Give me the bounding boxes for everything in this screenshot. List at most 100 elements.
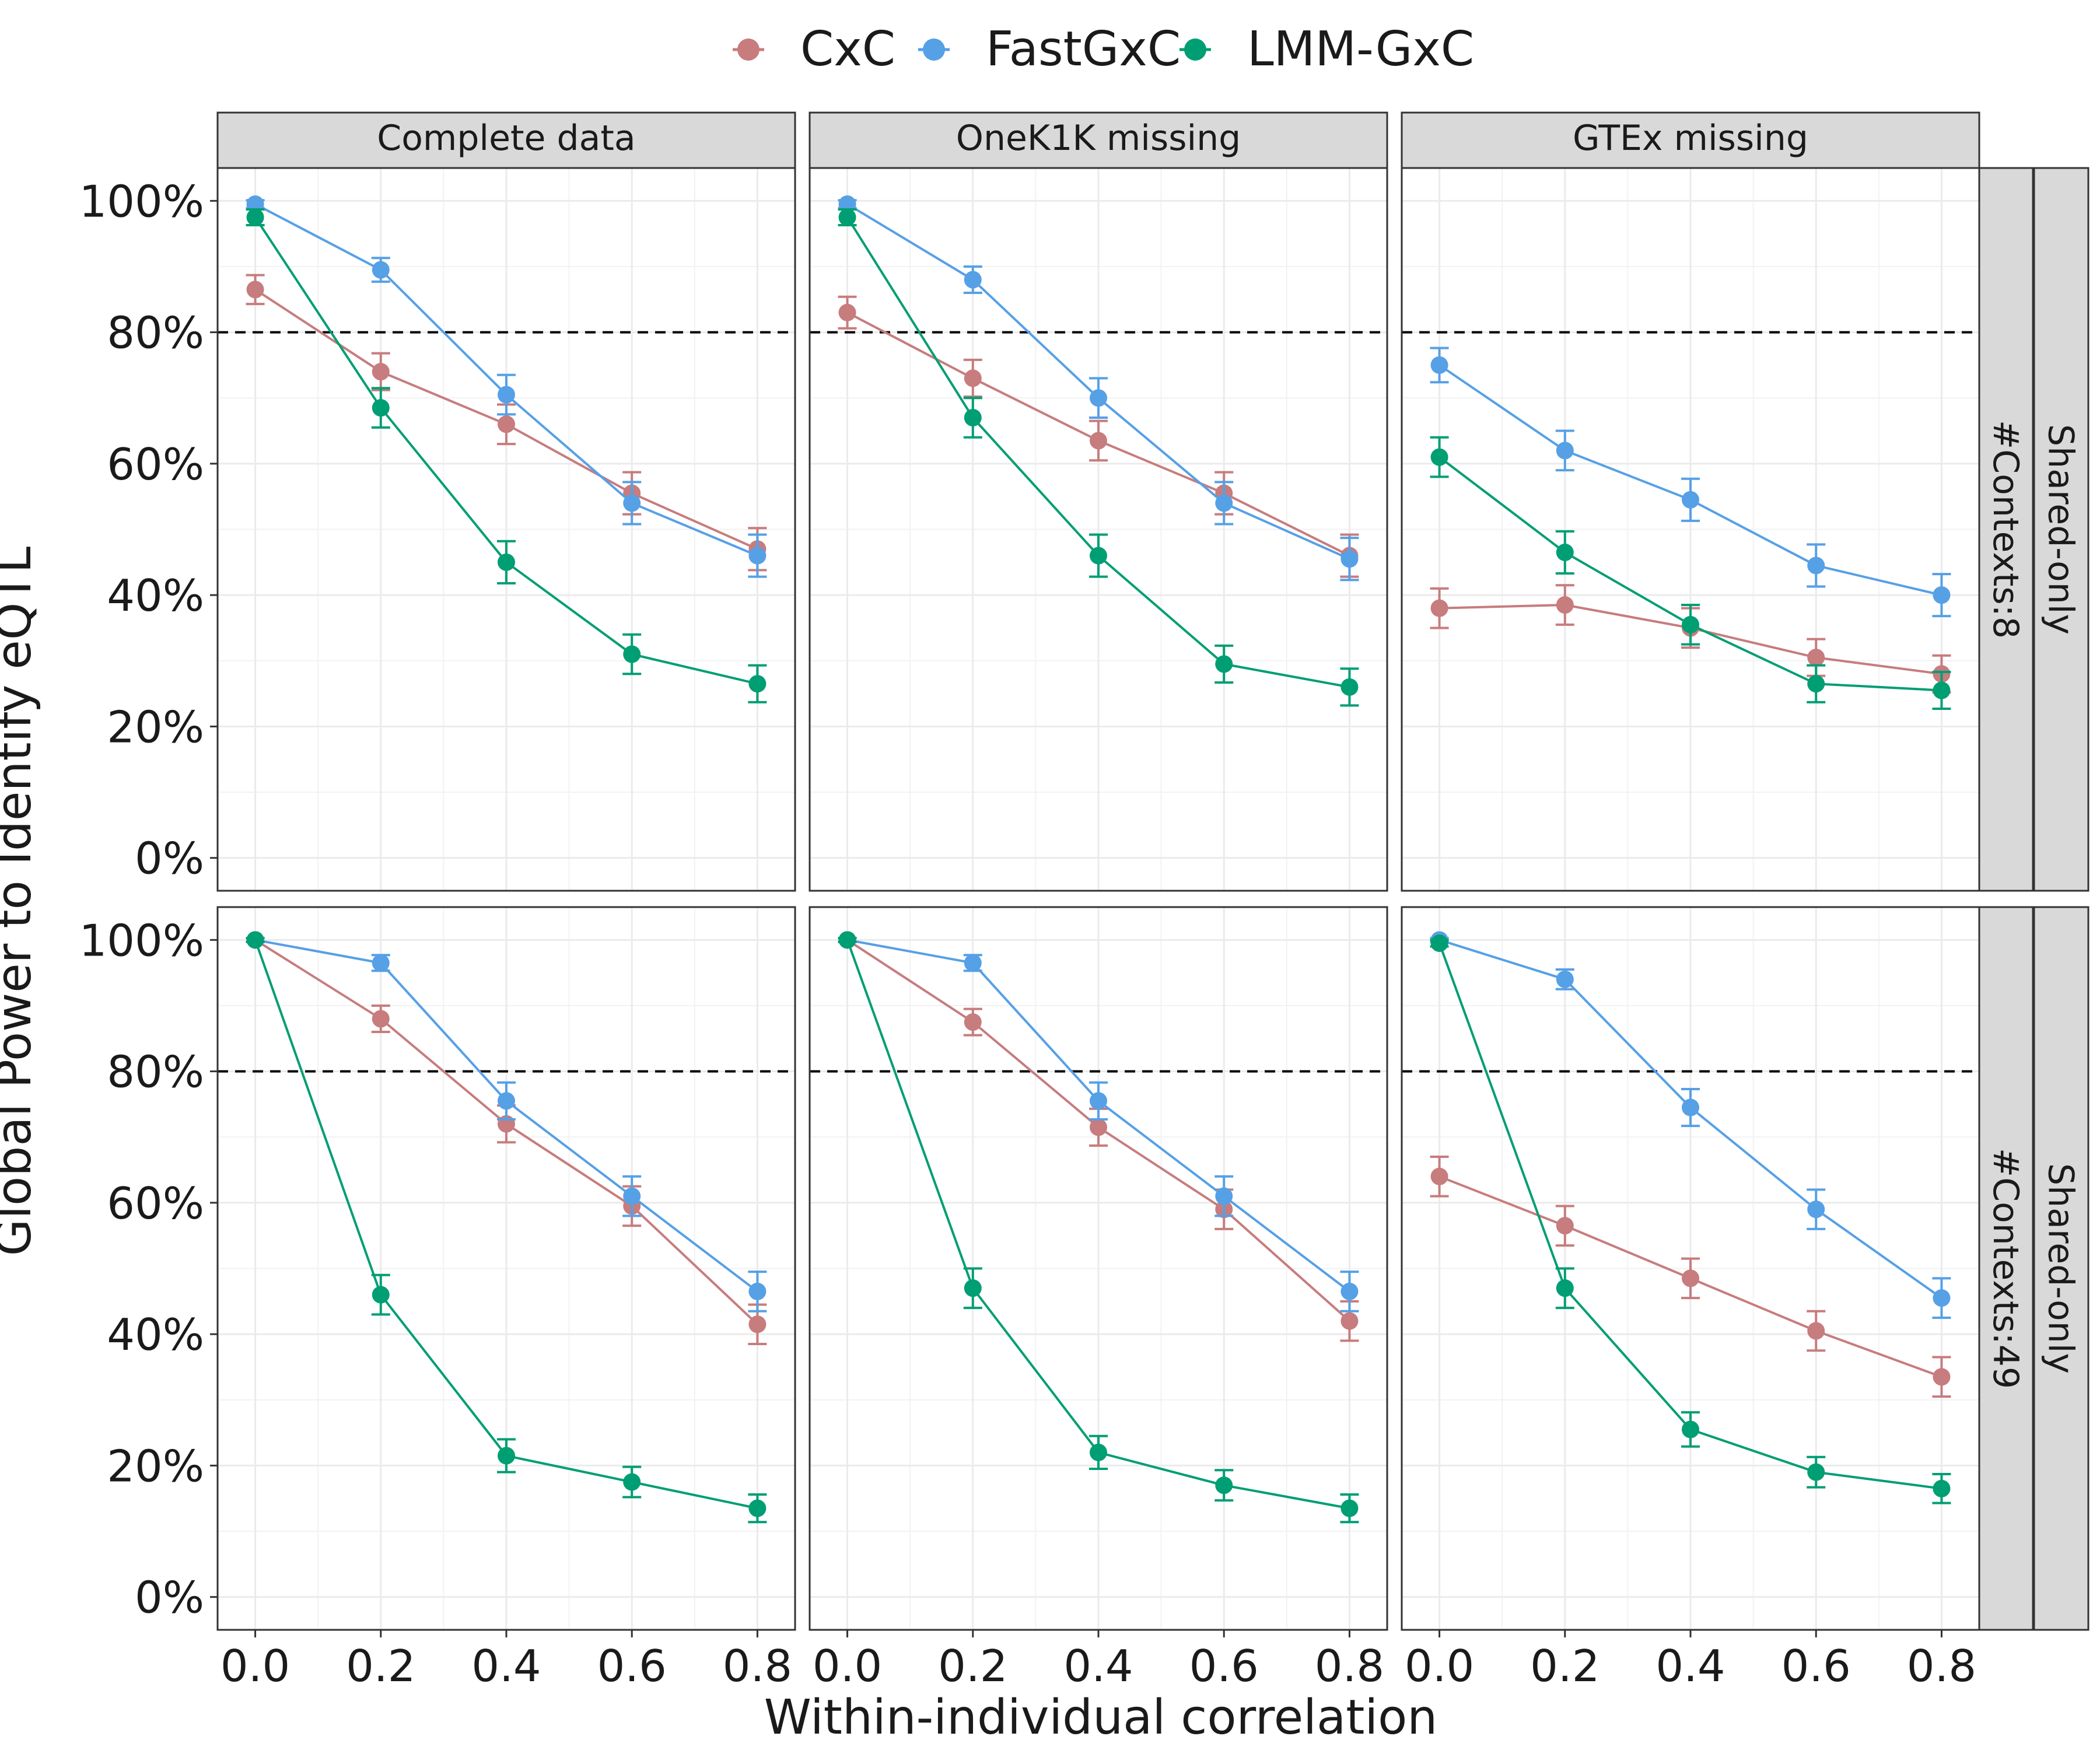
series-fastgxc <box>1430 346 1951 618</box>
data-point <box>1556 970 1574 988</box>
legend-item: FastGxC <box>918 22 1181 77</box>
row-strip-inner-label: #Contexts:49 <box>1985 1148 2026 1389</box>
data-point <box>964 271 982 289</box>
column-strip-label: OneK1K missing <box>956 118 1241 159</box>
legend: CxC FastGxC LMM-GxC <box>733 22 1474 77</box>
x-tick-label: 0.0 <box>813 1640 882 1692</box>
data-point <box>1682 1269 1699 1287</box>
y-tick-label: 80% <box>107 307 204 359</box>
x-tick-label: 0.6 <box>1782 1640 1851 1692</box>
data-point <box>1556 596 1574 614</box>
x-tick-label: 0.4 <box>471 1640 541 1692</box>
data-point <box>838 208 856 226</box>
row-strip-inner-label: #Contexts:8 <box>1985 420 2026 639</box>
panel <box>808 167 1388 892</box>
legend-key-marker <box>1184 38 1206 61</box>
data-point <box>623 1473 641 1491</box>
data-point <box>1682 491 1699 509</box>
data-point <box>1430 1167 1448 1185</box>
data-point <box>1090 547 1107 565</box>
data-point <box>623 494 641 512</box>
row-strip-inner-box <box>1978 167 2034 892</box>
data-point <box>1090 389 1107 407</box>
y-tick-label: 60% <box>107 1178 204 1229</box>
data-point <box>246 281 264 299</box>
data-point <box>1807 1322 1825 1340</box>
y-tick-label: 60% <box>107 439 204 490</box>
x-tick-label: 0.0 <box>220 1640 290 1692</box>
data-point <box>964 1013 982 1031</box>
data-point <box>1430 448 1448 466</box>
x-tick-label: 0.4 <box>1063 1640 1133 1692</box>
data-point <box>748 1315 766 1334</box>
y-tick-label: 0% <box>135 1572 204 1623</box>
data-point <box>1933 586 1951 604</box>
data-point <box>748 1499 766 1517</box>
y-tick-label: 40% <box>107 570 204 621</box>
data-point <box>623 1187 641 1205</box>
data-point <box>372 261 390 279</box>
y-tick-label: 80% <box>107 1046 204 1098</box>
x-tick-label: 0.2 <box>1530 1640 1600 1692</box>
legend-label: FastGxC <box>986 22 1181 77</box>
data-point <box>1340 1312 1359 1330</box>
y-tick-label: 0% <box>135 833 204 884</box>
column-strip-box <box>216 111 796 169</box>
data-point <box>1430 599 1448 617</box>
data-point <box>838 303 856 321</box>
column-strip: GTEx missing <box>1401 111 1980 169</box>
data-point <box>748 675 766 693</box>
data-point <box>1682 615 1699 634</box>
column-strip: OneK1K missing <box>808 111 1388 169</box>
data-point <box>1933 681 1951 699</box>
data-point <box>1215 494 1233 512</box>
data-point <box>246 208 264 226</box>
data-point <box>838 931 856 949</box>
y-axis-label: Global Power to Identify eQTL <box>0 546 42 1256</box>
row-strip-outer-box <box>2033 906 2090 1631</box>
data-point <box>498 553 515 571</box>
panel <box>1401 906 1980 1631</box>
x-axis-label: Within-individual correlation <box>764 1690 1438 1745</box>
x-tick-label: 0.8 <box>723 1640 792 1692</box>
data-point <box>372 363 390 381</box>
x-tick-label: 0.0 <box>1405 1640 1474 1692</box>
x-tick-label: 0.6 <box>597 1640 667 1692</box>
legend-key-marker <box>923 38 945 61</box>
column-strip: Complete data <box>216 111 796 169</box>
data-point <box>964 409 982 427</box>
data-point <box>1807 1200 1825 1219</box>
data-point <box>1430 356 1448 374</box>
legend-key-marker <box>737 38 760 61</box>
panel-border <box>808 167 1388 892</box>
chart-panels <box>216 167 1980 1631</box>
data-point <box>1340 678 1359 696</box>
data-point <box>964 1279 982 1297</box>
data-point <box>964 369 982 387</box>
data-point <box>748 547 766 565</box>
data-point <box>1933 1479 1951 1497</box>
x-tick-label: 0.2 <box>938 1640 1007 1692</box>
data-point <box>1340 550 1359 568</box>
data-point <box>372 1010 390 1028</box>
panel <box>216 906 796 1631</box>
column-strip-label: Complete data <box>377 118 635 159</box>
data-point <box>1340 1499 1359 1517</box>
legend-item: LMM-GxC <box>1180 22 1474 77</box>
y-tick-label: 100% <box>79 176 204 227</box>
series-lmm-gxc <box>246 208 767 704</box>
data-point <box>1430 934 1448 952</box>
series-lmm-gxc <box>246 931 767 1524</box>
column-strip-box <box>808 111 1388 169</box>
data-point <box>1807 1463 1825 1481</box>
y-tick-label: 20% <box>107 701 204 752</box>
y-tick-label: 40% <box>107 1309 204 1360</box>
data-point <box>1933 1289 1951 1307</box>
series-lmm-gxc <box>838 208 1359 707</box>
row-strip: #Contexts:49 Shared-only <box>1978 906 2090 1631</box>
legend-item: CxC <box>733 22 895 77</box>
data-point <box>623 645 641 663</box>
row-strip-outer-box <box>2033 167 2090 892</box>
data-point <box>1556 1279 1574 1297</box>
